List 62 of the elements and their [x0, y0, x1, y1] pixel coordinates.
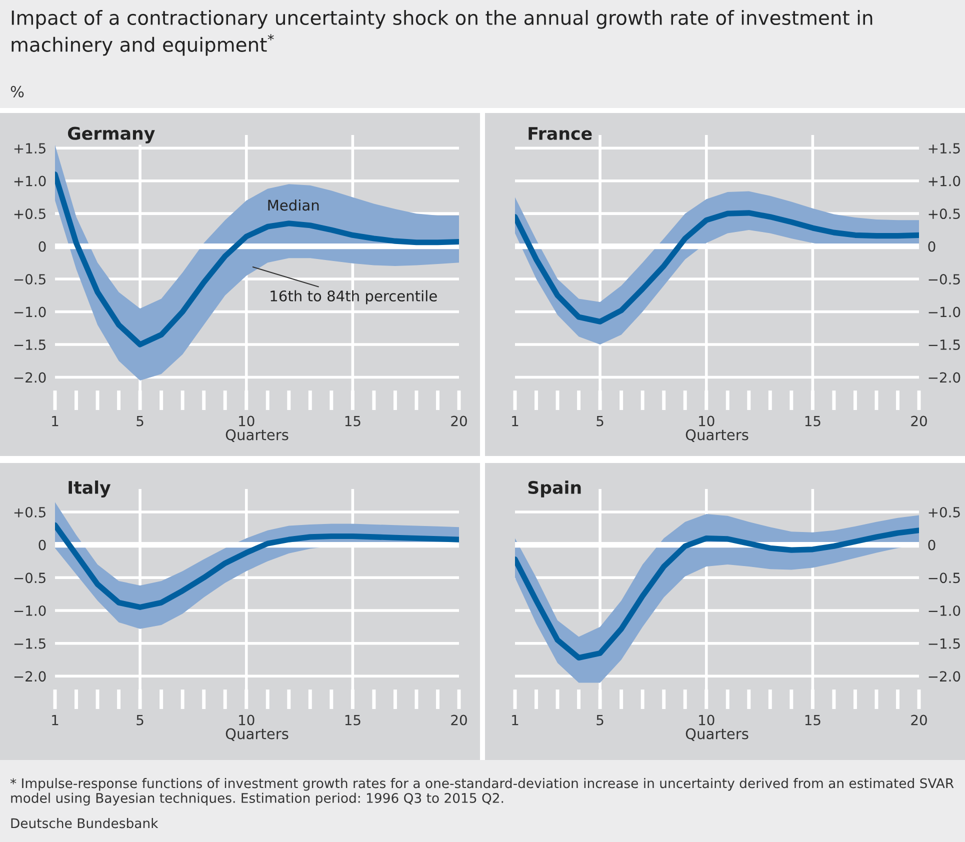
x-axis-title: Quarters: [686, 429, 748, 442]
y-tick-label: 0: [928, 241, 936, 252]
x-axis-title: Quarters: [226, 429, 288, 442]
x-tick-label: 20: [451, 416, 467, 426]
x-tick-label: 10: [239, 714, 254, 726]
y-tick-label: +1.5: [928, 143, 960, 154]
x-tick-label: 1: [512, 416, 518, 426]
y-tick-label: −0.5: [14, 572, 46, 584]
y-tick-label: −1.0: [14, 605, 46, 616]
chart-title: Impact of a contractionary uncertainty shock on the annual growth rate of investment in machinery and equipment$^{*}$: [12, 10, 872, 56]
annotation: Median: [268, 199, 319, 211]
x-tick-label: 20: [911, 714, 927, 726]
y-tick-label: 0: [38, 241, 46, 252]
y-tick-label: −1.0: [928, 306, 960, 318]
y-tick-label: −1.5: [928, 638, 960, 649]
y-tick-label: 0: [928, 540, 936, 550]
x-tick-label: 10: [699, 416, 714, 426]
y-tick-label: +0.5: [14, 208, 46, 220]
y-tick-label: −1.0: [14, 306, 46, 318]
x-tick-label: 1: [52, 416, 58, 426]
x-axis-title: Quarters: [226, 728, 288, 741]
y-tick-label: +0.5: [928, 506, 960, 518]
x-tick-label: 20: [451, 714, 467, 726]
y-tick-label: −1.0: [928, 605, 960, 616]
x-tick-label: 15: [345, 416, 360, 426]
x-tick-label: 20: [911, 416, 927, 426]
y-tick-label: +1.5: [14, 143, 46, 154]
text: Deutsche Bundesbank: [11, 818, 158, 828]
y-tick-label: −0.5: [928, 572, 960, 584]
chart-subtitle: France: [528, 127, 592, 140]
x-tick-label: 5: [136, 416, 144, 426]
y-tick-label: +1.0: [928, 176, 960, 186]
y-tick-label: +0.5: [14, 506, 46, 518]
x-tick-label: 5: [596, 714, 604, 726]
y-tick-label: −2.0: [14, 671, 46, 682]
y-tick-label: −1.5: [928, 340, 960, 350]
x-tick-label: 10: [699, 714, 714, 726]
x-tick-label: 5: [136, 714, 144, 726]
x-tick-label: 15: [345, 714, 360, 726]
annotation: 16th to 84th percentile: [270, 290, 437, 304]
x-tick-label: 1: [52, 714, 58, 726]
y-tick-label: −0.5: [14, 274, 46, 285]
y-tick-label: −1.5: [14, 638, 46, 649]
y-tick-label: −1.5: [14, 340, 46, 350]
x-axis-title: Quarters: [686, 728, 748, 741]
y-tick-label: −2.0: [928, 671, 960, 682]
text: * Impulse-response functions of investment growth rates for a one-standard-deviation increase in uncertainty derived from an estimated SVAR model using Bayesian techniques. Estimation period: 1996 Q3 to 2015 Q2.: [10, 778, 954, 806]
y-tick-label: +1.0: [14, 176, 46, 186]
x-tick-label: 15: [805, 714, 820, 726]
x-tick-label: 10: [239, 416, 254, 426]
chart-subtitle: Germany: [68, 126, 155, 144]
x-tick-label: 5: [596, 416, 604, 426]
y-tick-label: −2.0: [14, 372, 46, 383]
y-tick-label: +0.5: [928, 208, 960, 220]
x-tick-label: 1: [512, 714, 518, 726]
y-tick-label: −0.5: [928, 274, 960, 285]
y-axis-title: %: [10, 86, 24, 98]
x-tick-label: 15: [805, 416, 820, 426]
y-tick-label: 0: [38, 540, 46, 550]
chart-subtitle: Italy: [68, 480, 111, 498]
chart-subtitle: Spain: [528, 480, 581, 498]
y-tick-label: −2.0: [928, 372, 960, 383]
